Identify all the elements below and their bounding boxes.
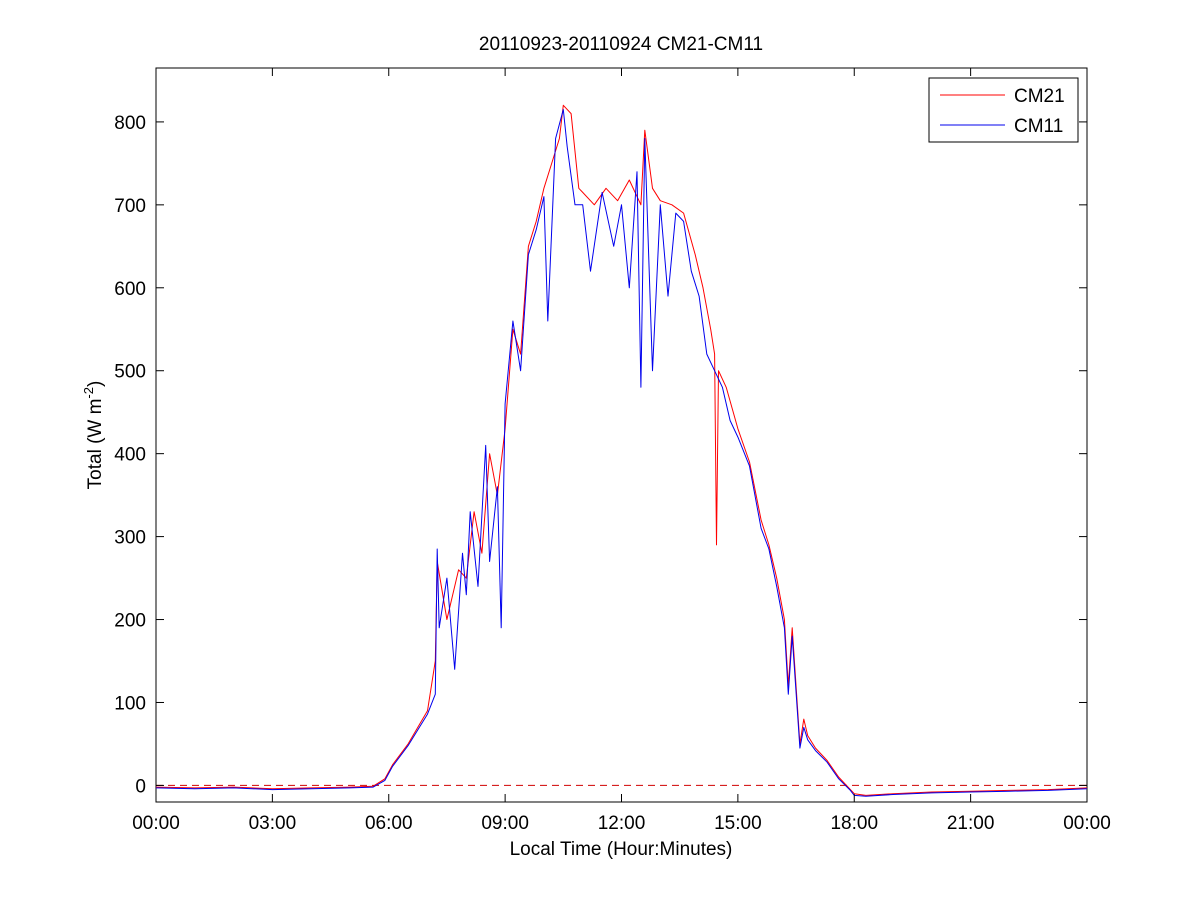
legend-box xyxy=(928,77,1079,143)
y-tick-label: 700 xyxy=(114,196,146,217)
y-tick-label: 800 xyxy=(114,113,146,134)
y-tick-label: 500 xyxy=(114,362,146,383)
ticks-layer: 00:00 03:00 06:00 09:00 12:00 15:00 18:00 21:00… xyxy=(114,68,1111,834)
y-tick-label: 0 xyxy=(135,776,146,797)
y-tick-label: 600 xyxy=(114,279,146,300)
x-tick-label: 03:00 xyxy=(249,813,297,834)
series-layer xyxy=(155,104,1088,797)
y-tick-label: 400 xyxy=(114,445,146,466)
y-axis-label-close: ) xyxy=(85,381,106,387)
x-tick-label: 15:00 xyxy=(714,813,762,834)
legend-label-cm11: CM11 xyxy=(1014,116,1063,137)
axes-box xyxy=(155,67,1088,803)
x-tick-label: 21:00 xyxy=(947,813,995,834)
y-axis-label-main: Total (W m xyxy=(85,399,106,490)
y-tick-label: 100 xyxy=(114,693,146,714)
x-axis-label: Local Time (Hour:Minutes) xyxy=(510,839,733,860)
x-tick-label: 00:00 xyxy=(1063,813,1111,834)
series-line-cm11 xyxy=(155,109,1088,797)
y-tick-label: 300 xyxy=(114,528,146,549)
y-axis-label: Total (W m-2) xyxy=(81,381,106,490)
legend: CM21 CM11 xyxy=(928,77,1079,143)
y-tick-label: 200 xyxy=(114,611,146,632)
x-tick-label: 12:00 xyxy=(598,813,646,834)
plot-area: 00:00 03:00 06:00 09:00 12:00 15:00 18:00 21:00… xyxy=(114,67,1111,834)
legend-label-cm21: CM21 xyxy=(1014,86,1065,107)
x-tick-label: 00:00 xyxy=(132,813,180,834)
chart-title: 20110923-20110924 CM21-CM11 xyxy=(479,34,763,55)
x-tick-label: 09:00 xyxy=(481,813,529,834)
y-axis-label-superscript: -2 xyxy=(81,387,96,399)
x-tick-label: 18:00 xyxy=(830,813,878,834)
x-tick-label: 06:00 xyxy=(365,813,413,834)
